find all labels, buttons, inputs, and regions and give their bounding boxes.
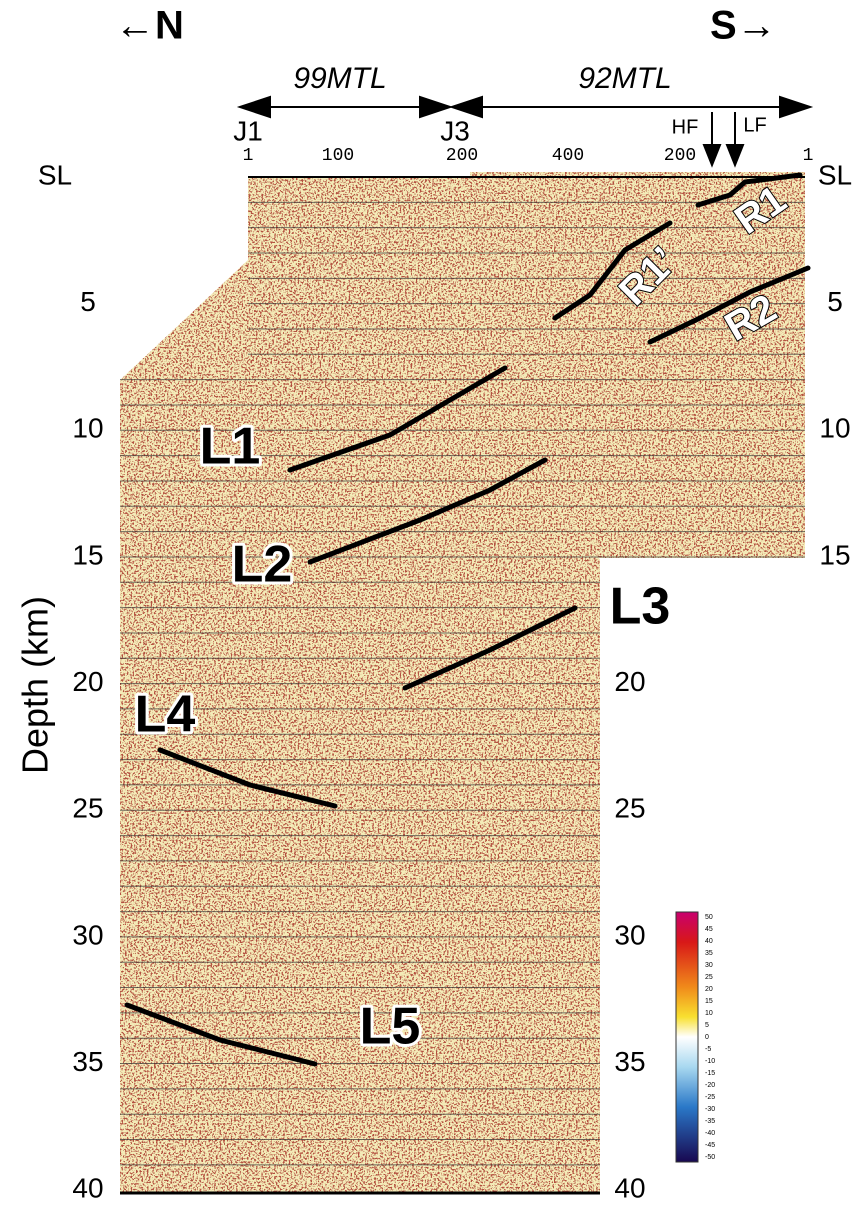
reflector-label: L5: [360, 998, 421, 1056]
colorbar-tick-label: 20: [705, 986, 713, 993]
south-label: S→: [710, 4, 777, 48]
colorbar-tick-label: 40: [705, 938, 713, 945]
colorbar-tick-label: 30: [705, 962, 713, 969]
cdp-label: 400: [552, 146, 584, 166]
colorbar-tick-label: 35: [705, 950, 713, 957]
depth-tick-label: 15: [72, 539, 103, 570]
colorbar-tick-label: 50: [705, 914, 713, 921]
profile-label: 92MTL: [578, 62, 671, 95]
depth-tick-label: 40: [72, 1173, 103, 1204]
colorbar-tick-label: 10: [705, 1010, 713, 1017]
depth-tick-label: 30: [72, 919, 103, 950]
site-label: J1: [233, 115, 263, 146]
fault-label: LF: [743, 114, 766, 136]
colorbar-tick-label: 15: [705, 998, 713, 1005]
reflector-label: L4: [135, 686, 196, 744]
reflector-label: L1: [200, 418, 261, 476]
north-label: ←N: [115, 4, 184, 48]
colorbar-tick-label: -35: [705, 1118, 715, 1125]
colorbar-tick-label: -40: [705, 1130, 715, 1137]
reflector-label: L3: [610, 578, 671, 636]
depth-lines: [120, 176, 805, 1166]
depth-tick-label: 5: [827, 286, 843, 317]
colorbar-tick-label: 25: [705, 974, 713, 981]
depth-tick-label: 35: [72, 1046, 103, 1077]
depth-tick-label: 40: [614, 1173, 645, 1204]
depth-tick-label: 10: [72, 413, 103, 444]
depth-tick-label: 15: [819, 539, 850, 570]
cdp-label: 200: [664, 146, 696, 166]
depth-tick-label: 20: [72, 666, 103, 697]
surface-label: SL: [38, 159, 72, 190]
depth-tick-label: 5: [80, 286, 96, 317]
colorbar-tick-label: 0: [705, 1034, 709, 1041]
colorbar-tick-label: 45: [705, 926, 713, 933]
fault-label: HF: [672, 116, 699, 138]
depth-tick-label: 10: [819, 413, 850, 444]
reflectors: [124, 172, 811, 1067]
colorbar-tick-label: 5: [705, 1022, 709, 1029]
depth-tick-label: 30: [614, 919, 645, 950]
cdp-label: 1: [243, 146, 254, 166]
colorbar-tick-label: -25: [705, 1094, 715, 1101]
reflector-label: L2: [232, 536, 293, 594]
colorbar-tick-label: -45: [705, 1142, 715, 1149]
axis-title: Depth (km): [15, 596, 56, 774]
colorbar: [675, 911, 699, 1163]
colorbar-tick-label: -10: [705, 1058, 715, 1065]
cdp-label: 100: [322, 146, 354, 166]
profile-label: 99MTL: [293, 62, 386, 95]
depth-tick-label: 25: [614, 793, 645, 824]
colorbar-tick-label: -30: [705, 1106, 715, 1113]
profile-arrows: [236, 95, 814, 168]
depth-tick-label: 20: [614, 666, 645, 697]
cdp-label: 1: [803, 146, 814, 166]
cdp-label: 200: [446, 146, 478, 166]
depth-tick-label: 25: [72, 793, 103, 824]
surface-label: SL: [818, 159, 852, 190]
colorbar-tick-label: -5: [705, 1046, 711, 1053]
colorbar-tick-label: -20: [705, 1082, 715, 1089]
colorbar-tick-label: -50: [705, 1154, 715, 1161]
depth-tick-label: 35: [614, 1046, 645, 1077]
colorbar-tick-label: -15: [705, 1070, 715, 1077]
site-label: J3: [440, 115, 470, 146]
